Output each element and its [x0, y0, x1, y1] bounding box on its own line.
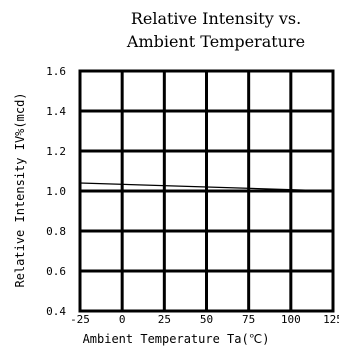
y-tick-label: 1.6: [46, 65, 66, 78]
x-tick-label: 125: [323, 313, 339, 326]
chart-title-line-1: Relative Intensity vs.: [131, 9, 301, 28]
y-tick-label: 1.2: [46, 145, 66, 158]
y-tick-label: 1.4: [46, 105, 66, 118]
x-tick-label: 50: [200, 313, 213, 326]
y-axis-label: Relative Intensity IV%(mcd): [13, 92, 27, 287]
y-tick-label: 0.8: [46, 225, 66, 238]
chart-series: [79, 182, 334, 192]
x-axis-ticks: -25 0 25 50 75 100 125: [70, 313, 339, 326]
series-line-1: [79, 182, 334, 192]
chart-title: Relative Intensity vs. Ambient Temperatu…: [126, 9, 305, 51]
x-tick-label: -25: [70, 313, 90, 326]
y-axis-ticks: 0.4 0.6 0.8 1.0 1.2 1.4 1.6: [46, 65, 66, 318]
y-tick-label: 0.4: [46, 305, 66, 318]
x-tick-label: 0: [119, 313, 126, 326]
x-tick-label: 25: [158, 313, 171, 326]
x-tick-label: 75: [242, 313, 255, 326]
chart-title-line-2: Ambient Temperature: [126, 32, 305, 51]
x-tick-label: 100: [281, 313, 301, 326]
y-tick-label: 0.6: [46, 265, 66, 278]
y-tick-label: 1.0: [46, 185, 66, 198]
x-axis-label: Ambient Temperature Ta(℃): [83, 332, 270, 346]
